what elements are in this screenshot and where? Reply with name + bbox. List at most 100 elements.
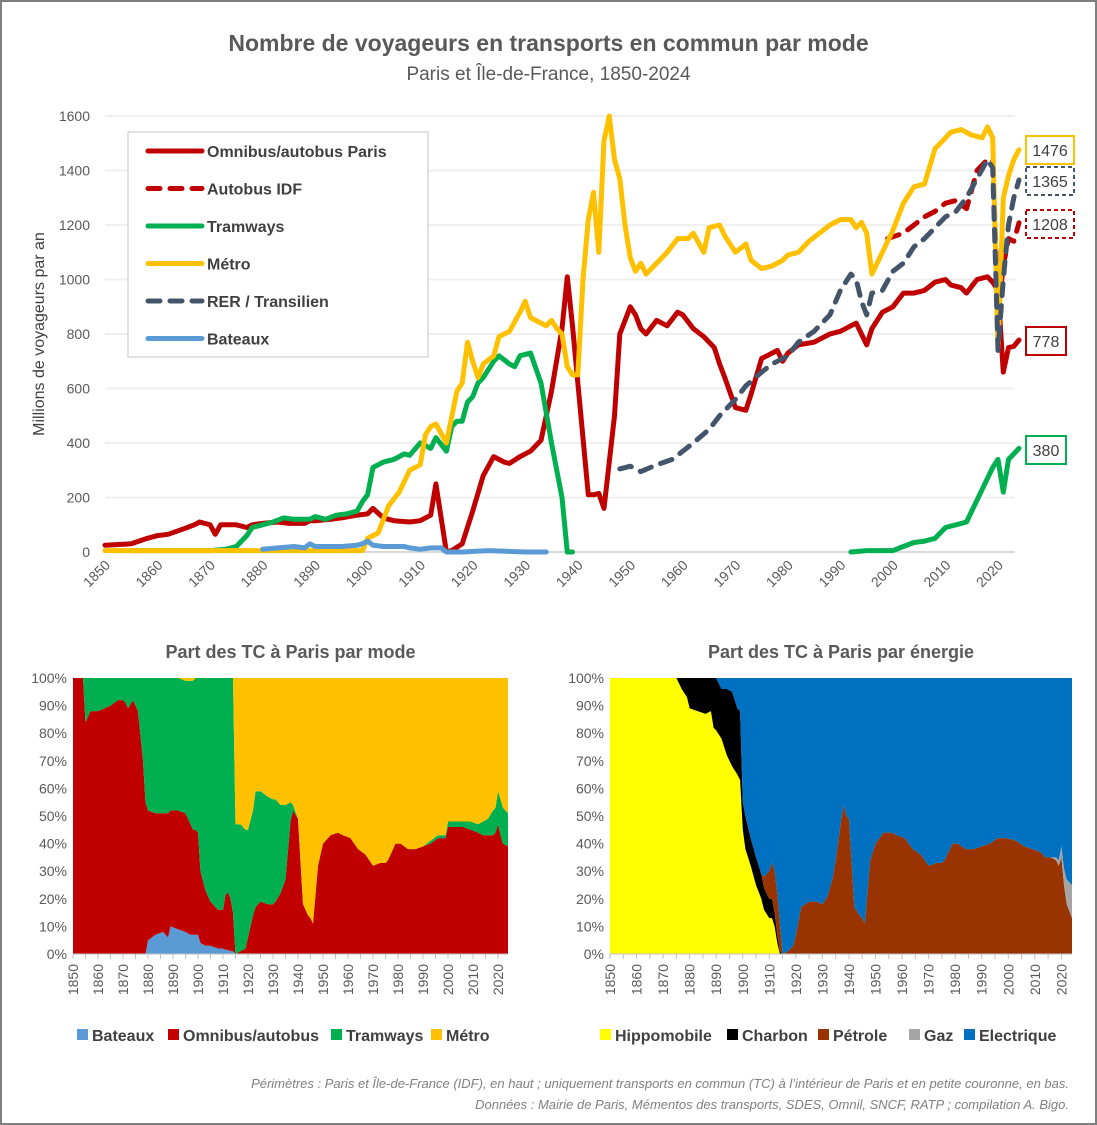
end-label-value: 778	[1033, 334, 1060, 351]
legend-box	[127, 131, 429, 358]
x-tick-label: 1920	[447, 557, 480, 590]
x-tick-label: 1920	[240, 964, 256, 995]
x-tick-label: 1850	[602, 964, 618, 995]
main-line-chart: 0 200 400 600 800 1000 1200 1400 1600 1850 1860 187…	[31, 108, 1075, 590]
end-label: 778	[1025, 326, 1067, 356]
legend-label: Tramways	[346, 1028, 423, 1045]
area-electrique	[610, 678, 1072, 954]
y-tick-label: 80%	[576, 725, 604, 741]
x-tick-label: 1940	[553, 557, 586, 590]
x-tick-label: 2010	[1027, 964, 1043, 995]
x-tick-label: 1910	[395, 557, 428, 590]
legend-label: Bateaux	[92, 1028, 154, 1045]
end-label-value: 1476	[1032, 143, 1068, 160]
x-tick-label: 1990	[974, 964, 990, 995]
end-label: 380	[1025, 435, 1067, 465]
x-tick-label: 1850	[80, 557, 113, 590]
x-tick-label: 1860	[629, 964, 645, 995]
y-tick-label: 70%	[39, 753, 67, 769]
x-tick-label: 1850	[65, 964, 81, 995]
x-tick-label: 1900	[735, 964, 751, 995]
footnote-sources: Données : Mairie de Paris, Mémentos des …	[475, 1097, 1069, 1112]
legend-label: Métro	[446, 1028, 490, 1045]
x-tick-label: 1970	[710, 557, 743, 590]
end-label-box	[1025, 166, 1075, 196]
x-tick-label: 1910	[215, 964, 231, 995]
end-label-box	[1025, 435, 1067, 465]
legend-swatch	[168, 1029, 179, 1040]
area-bateaux	[73, 926, 508, 954]
legend-swatch	[727, 1029, 738, 1040]
y-tick-label: 10%	[576, 918, 604, 934]
series-line-tramways	[848, 445, 1022, 555]
x-tick-label: 1950	[605, 557, 638, 590]
x-tick-label: 1920	[788, 964, 804, 995]
chart-title: Part des TC à Paris par mode	[165, 642, 415, 662]
y-tick-label: 50%	[39, 808, 67, 824]
area-p-trole	[610, 678, 1072, 954]
x-tick-label: 1880	[237, 557, 270, 590]
x-tick-label: 1900	[190, 964, 206, 995]
chart-title: Part des TC à Paris par énergie	[708, 642, 974, 662]
legend-swatch	[909, 1029, 920, 1040]
x-tick-label: 1950	[315, 964, 331, 995]
y-tick-label: 30%	[39, 863, 67, 879]
x-tick-label: 2010	[465, 964, 481, 995]
x-tick-label: 1970	[921, 964, 937, 995]
legend-label: Tramways	[207, 219, 284, 236]
y-tick-label: 100%	[31, 670, 67, 686]
x-tick-label: 1930	[265, 964, 281, 995]
y-tick-label: 80%	[39, 725, 67, 741]
area-charbon	[610, 678, 1072, 954]
x-tick-label: 2000	[868, 557, 901, 590]
x-tick-label: 1940	[841, 964, 857, 995]
legend-label: Pétrole	[833, 1028, 887, 1045]
y-tick-label: 100%	[568, 670, 604, 686]
legend-label: Autobus IDF	[207, 182, 302, 199]
y-tick-label: 1400	[59, 163, 90, 179]
x-tick-label: 2020	[1053, 964, 1069, 995]
y-tick-label: 600	[67, 381, 91, 397]
x-tick-label: 1880	[682, 964, 698, 995]
end-label-box	[1025, 209, 1075, 239]
x-tick-label: 1960	[894, 964, 910, 995]
legend-label: Electrique	[979, 1028, 1056, 1045]
x-tick-label: 1980	[390, 964, 406, 995]
y-tick-label: 40%	[576, 836, 604, 852]
legend-label: Bateaux	[207, 332, 269, 349]
y-tick-label: 800	[67, 326, 91, 342]
chart-subtitle: Paris et Île-de-France, 1850-2024	[406, 64, 691, 85]
legend-swatch	[331, 1029, 342, 1040]
x-tick-label: 1900	[342, 557, 375, 590]
x-tick-label: 1860	[132, 557, 165, 590]
footnote-perimeter: Périmètres : Paris et Île-de-France (IDF…	[251, 1076, 1069, 1091]
y-tick-label: 20%	[576, 891, 604, 907]
y-tick-label: 60%	[39, 780, 67, 796]
end-label: 1365	[1025, 166, 1075, 196]
end-label-box	[1025, 326, 1067, 356]
legend-swatch	[77, 1029, 88, 1040]
y-tick-label: 30%	[576, 863, 604, 879]
end-label-box	[1025, 135, 1075, 165]
x-tick-label: 1990	[415, 964, 431, 995]
x-tick-label: 1870	[185, 557, 218, 590]
x-tick-label: 1980	[947, 964, 963, 995]
x-tick-label: 2000	[440, 964, 456, 995]
energy-share-chart: Part des TC à Paris par énergie 0% 10% 20% 3…	[568, 642, 1072, 1045]
legend-label: Hippomobile	[615, 1028, 712, 1045]
legend-label: Charbon	[742, 1028, 808, 1045]
area-hippomobile	[610, 678, 1072, 954]
x-tick-label: 1970	[365, 964, 381, 995]
x-tick-label: 1960	[658, 557, 691, 590]
chart-title: Nombre de voyageurs en transports en com…	[228, 30, 869, 56]
end-label-value: 1365	[1032, 174, 1068, 191]
y-tick-label: 60%	[576, 780, 604, 796]
x-tick-label: 1950	[868, 964, 884, 995]
y-tick-label: 20%	[39, 891, 67, 907]
y-tick-label: 1600	[59, 108, 90, 124]
y-tick-label: 400	[67, 435, 91, 451]
x-tick-label: 1860	[90, 964, 106, 995]
x-tick-label: 1880	[140, 964, 156, 995]
y-axis-label: Millions de voyageurs par an	[31, 232, 48, 436]
y-tick-label: 10%	[39, 918, 67, 934]
